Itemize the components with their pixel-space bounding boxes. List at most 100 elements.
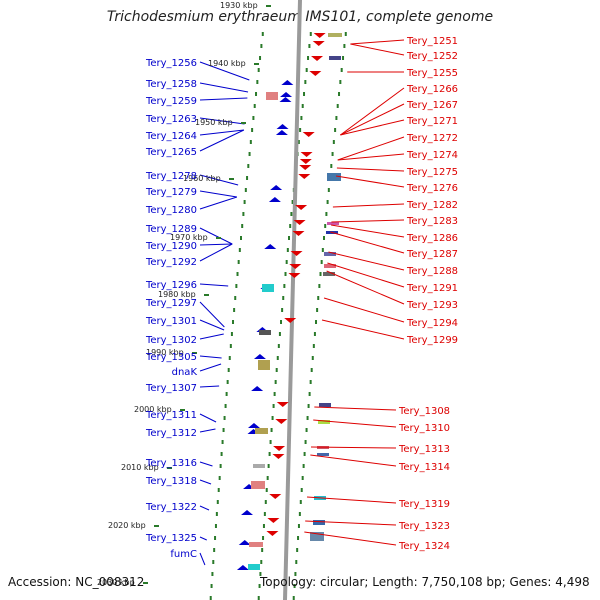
gene-label-right[interactable]: Tery_1252 bbox=[406, 51, 458, 62]
gene-label-left[interactable]: Tery_1280 bbox=[145, 205, 197, 216]
gene-label-right[interactable]: Tery_1255 bbox=[406, 68, 458, 79]
gene-label-left[interactable]: Tery_1292 bbox=[145, 257, 197, 268]
gene-label-right[interactable]: Tery_1323 bbox=[398, 521, 450, 532]
track-tick bbox=[226, 380, 229, 384]
track-tick bbox=[211, 572, 214, 576]
kbp-scale: 1930 kbp 1940 kbp 1950 kbp 1960 kbp 1970 kbp… bbox=[97, 1, 271, 587]
kbp-tick bbox=[154, 525, 159, 527]
gene-label-right[interactable]: Tery_1251 bbox=[406, 36, 458, 47]
track-tick bbox=[298, 512, 301, 516]
gene-block bbox=[249, 542, 263, 547]
gene-label-left[interactable]: Tery_1263 bbox=[145, 114, 197, 125]
gene-label-right[interactable]: Tery_1274 bbox=[406, 150, 458, 161]
gene-label-left[interactable]: Tery_1265 bbox=[145, 147, 197, 158]
gene-arrow-reverse bbox=[267, 518, 280, 523]
leader-line bbox=[321, 319, 405, 340]
leader-line bbox=[199, 385, 220, 388]
gene-label-right[interactable]: Tery_1314 bbox=[398, 462, 450, 473]
track-tick bbox=[238, 248, 241, 252]
gene-label-right[interactable]: Tery_1288 bbox=[406, 266, 458, 277]
gene-label-right[interactable]: Tery_1266 bbox=[406, 84, 458, 95]
track-tick bbox=[282, 296, 285, 300]
track-tick bbox=[302, 464, 305, 468]
gene-label-left[interactable]: Tery_1278 bbox=[145, 171, 197, 182]
gene-label-right[interactable]: Tery_1287 bbox=[406, 249, 458, 260]
gene-label-left[interactable]: Tery_1307 bbox=[145, 383, 197, 394]
gene-label-left[interactable]: Tery_1305 bbox=[145, 352, 197, 363]
leader-line bbox=[199, 129, 244, 136]
track-tick bbox=[304, 80, 307, 84]
track-tick bbox=[261, 32, 264, 36]
track-tick bbox=[288, 236, 291, 240]
gene-label-right[interactable]: Tery_1271 bbox=[406, 116, 458, 127]
gene-label-right[interactable]: Tery_1308 bbox=[398, 406, 450, 417]
track-tick bbox=[213, 548, 216, 552]
gene-arrow-reverse bbox=[288, 273, 301, 278]
leader-line bbox=[199, 196, 238, 210]
gene-arrow-forward bbox=[247, 423, 260, 428]
gene-label-left[interactable]: Tery_1318 bbox=[145, 476, 197, 487]
gene-label-right[interactable]: Tery_1272 bbox=[406, 133, 458, 144]
gene-label-right[interactable]: Tery_1283 bbox=[406, 216, 458, 227]
leader-line bbox=[306, 496, 397, 504]
kbp-tick bbox=[266, 5, 271, 7]
track-tick bbox=[294, 572, 297, 576]
leader-line bbox=[199, 97, 248, 101]
gene-arrow-reverse bbox=[309, 71, 322, 76]
track-tick bbox=[301, 104, 304, 108]
gene-label-left[interactable]: Tery_1325 bbox=[145, 533, 197, 544]
gene-label-left[interactable]: Tery_1258 bbox=[145, 79, 197, 90]
track-tick bbox=[299, 500, 302, 504]
gene-label-left[interactable]: Tery_1297 bbox=[145, 298, 197, 309]
track-tick bbox=[280, 320, 283, 324]
gene-label-right[interactable]: Tery_1267 bbox=[406, 100, 458, 111]
gene-arrow-reverse bbox=[313, 33, 326, 38]
track-tick bbox=[312, 344, 315, 348]
gene-label-right[interactable]: Tery_1310 bbox=[398, 423, 450, 434]
gene-label-left[interactable]: Tery_1290 bbox=[145, 241, 197, 252]
track-tick bbox=[297, 524, 300, 528]
gene-label-left[interactable]: dnaK bbox=[172, 367, 198, 378]
gene-label-right[interactable]: Tery_1286 bbox=[406, 233, 458, 244]
gene-label-left[interactable]: Tery_1302 bbox=[145, 335, 197, 346]
leader-line bbox=[350, 39, 405, 45]
gene-label-left[interactable]: fumC bbox=[170, 549, 197, 560]
gene-label-left[interactable]: Tery_1296 bbox=[145, 280, 197, 291]
gene-label-right[interactable]: Tery_1293 bbox=[406, 300, 458, 311]
leader-line bbox=[199, 413, 217, 423]
gene-label-left[interactable]: Tery_1301 bbox=[145, 316, 197, 327]
track-tick bbox=[260, 44, 263, 48]
gene-label-left[interactable]: Tery_1279 bbox=[145, 187, 197, 198]
track-tick bbox=[301, 476, 304, 480]
track-tick bbox=[265, 488, 268, 492]
gene-label-right[interactable]: Tery_1299 bbox=[406, 335, 458, 346]
gene-label-right[interactable]: Tery_1319 bbox=[398, 499, 450, 510]
track-tick bbox=[327, 188, 330, 192]
kbp-mark: 2030 kbp bbox=[97, 578, 135, 587]
gene-arrow-forward bbox=[253, 354, 266, 359]
gene-block bbox=[324, 264, 336, 268]
gene-label-left[interactable]: Tery_1316 bbox=[145, 458, 197, 469]
track-tick bbox=[229, 344, 232, 348]
gene-label-left[interactable]: Tery_1312 bbox=[145, 428, 197, 439]
gene-label-right[interactable]: Tery_1276 bbox=[406, 183, 458, 194]
track-tick bbox=[249, 140, 252, 144]
gene-label-left[interactable]: Tery_1311 bbox=[145, 410, 197, 421]
gene-label-left[interactable]: Tery_1322 bbox=[145, 502, 197, 513]
gene-label-left[interactable]: Tery_1259 bbox=[145, 96, 197, 107]
track-tick bbox=[296, 548, 299, 552]
gene-label-right[interactable]: Tery_1294 bbox=[406, 318, 458, 329]
gene-label-left[interactable]: Tery_1289 bbox=[145, 224, 197, 235]
gene-block bbox=[328, 33, 342, 37]
gene-label-left[interactable]: Tery_1256 bbox=[145, 58, 197, 69]
track-tick bbox=[253, 104, 256, 108]
gene-label-right[interactable]: Tery_1282 bbox=[406, 200, 458, 211]
gene-block bbox=[327, 173, 341, 181]
gene-label-right[interactable]: Tery_1275 bbox=[406, 167, 458, 178]
gene-label-right[interactable]: Tery_1291 bbox=[406, 283, 458, 294]
gene-label-right[interactable]: Tery_1324 bbox=[398, 541, 450, 552]
gene-label-right[interactable]: Tery_1313 bbox=[398, 444, 450, 455]
topology-text: Topology: circular; Length: 7,750,108 bp… bbox=[260, 575, 590, 589]
kbp-mark: 1960 kbp bbox=[183, 174, 221, 183]
gene-label-left[interactable]: Tery_1264 bbox=[145, 131, 197, 142]
